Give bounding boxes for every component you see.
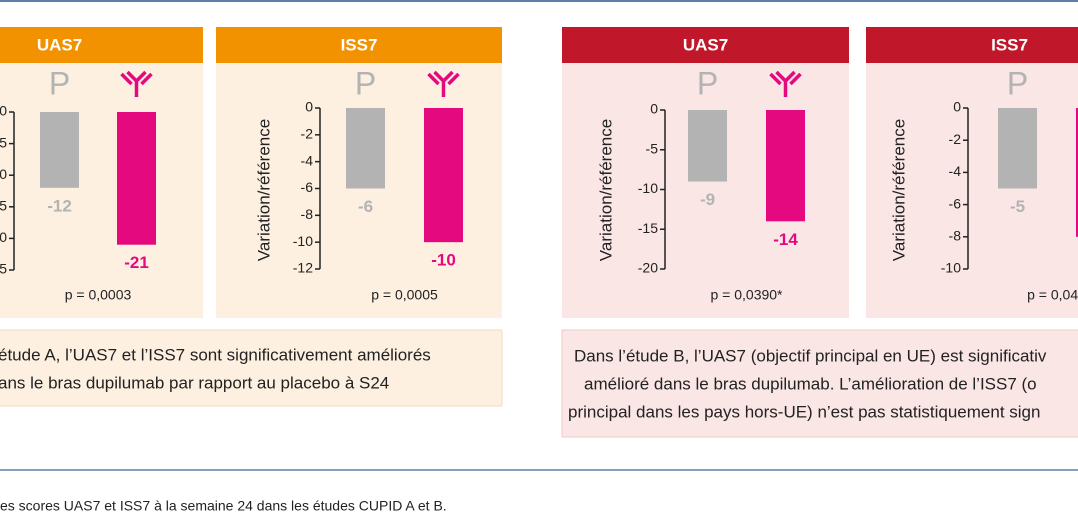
y-tick-label: -25: [0, 261, 7, 277]
y-tick-label: -5: [646, 140, 659, 156]
panel-header: [562, 27, 849, 63]
bar: [40, 112, 79, 188]
y-tick-label: -10: [293, 233, 313, 249]
note-line: ans le bras dupilumab par rapport au pla…: [0, 373, 389, 392]
note-line: Dans l’étude B, l’UAS7 (objectif princip…: [574, 346, 1047, 365]
bar: [688, 110, 727, 182]
bar: [766, 110, 805, 222]
y-tick-label: -10: [941, 260, 961, 276]
annotation: p = 0,044: [1027, 287, 1078, 303]
y-tick-label: -6: [949, 195, 962, 211]
y-tick-label: -20: [0, 229, 7, 245]
legend-label: P: [1007, 65, 1028, 101]
value-label: -12: [47, 196, 72, 215]
caption: es scores UAS7 et ISS7 à la semaine 24 d…: [0, 498, 447, 514]
y-axis-label: Variation/référence: [889, 119, 908, 261]
panel-header: [216, 27, 502, 63]
note-line: étude A, l’UAS7 et l’ISS7 sont significa…: [0, 345, 431, 364]
y-tick-label: -20: [638, 260, 658, 276]
legend-label: P: [697, 65, 718, 101]
antibody-icon: [427, 70, 460, 97]
antibody-icon: [120, 70, 153, 97]
antibody-icon: [769, 70, 802, 97]
bar: [117, 112, 156, 245]
note-box: [561, 329, 1078, 438]
panel: [0, 63, 203, 318]
bar: [346, 108, 385, 189]
value-label: -14: [773, 230, 798, 249]
panel-title: UAS7: [683, 35, 728, 54]
y-tick-label: -10: [0, 166, 7, 182]
y-tick-label: -5: [0, 134, 7, 150]
value-label: -21: [124, 253, 149, 272]
panel-header: [0, 27, 203, 63]
y-tick-label: -8: [949, 228, 962, 244]
y-tick-label: -4: [949, 163, 962, 179]
annotation: p = 0,0390*: [710, 287, 783, 303]
y-tick-label: -2: [949, 131, 962, 147]
value-label: -9: [700, 190, 715, 209]
panel-title: UAS7: [37, 35, 82, 54]
y-tick-label: -12: [293, 260, 313, 276]
y-tick-label: -2: [301, 126, 314, 142]
y-axis-label: Variation/référence: [596, 119, 615, 261]
y-tick-label: -10: [638, 180, 658, 196]
panel-title: ISS7: [341, 35, 378, 54]
y-tick-label: -6: [301, 179, 314, 195]
y-tick-label: 0: [0, 103, 7, 119]
annotation: p = 0,0005: [371, 287, 438, 303]
value-label: -5: [1010, 197, 1025, 216]
y-tick-label: -15: [0, 198, 7, 214]
bar: [998, 108, 1037, 189]
legend-label: P: [49, 65, 70, 101]
legend-label: P: [355, 65, 376, 101]
bar: [424, 108, 463, 243]
note-box: [0, 329, 503, 407]
value-label: -6: [358, 197, 373, 216]
y-tick-label: -4: [301, 152, 314, 168]
panel-header: [866, 27, 1078, 63]
note-line: principal dans les pays hors-UE) n’est p…: [568, 402, 1040, 421]
panel: [866, 63, 1078, 318]
y-tick-label: -8: [301, 206, 314, 222]
y-tick-label: 0: [953, 99, 961, 115]
y-tick-label: -15: [638, 220, 658, 236]
note-line: amélioré dans le bras dupilumab. L’améli…: [584, 374, 1037, 393]
y-tick-label: 0: [305, 99, 313, 115]
y-axis-label: Variation/référence: [254, 119, 273, 261]
y-tick-label: 0: [650, 101, 658, 117]
value-label: -10: [431, 251, 456, 270]
annotation: p = 0,0003: [65, 287, 132, 303]
panel-title: ISS7: [991, 35, 1028, 54]
bar: [1076, 108, 1078, 237]
